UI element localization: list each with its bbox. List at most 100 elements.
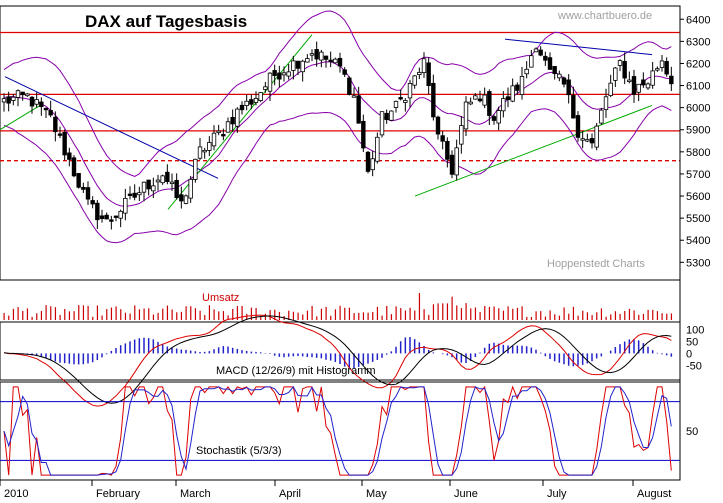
- candle-body: [216, 130, 221, 133]
- candle-body: [510, 85, 515, 102]
- candle-body: [29, 96, 35, 107]
- candle-body: [524, 68, 529, 75]
- volume-bar: [432, 304, 435, 320]
- candle-body: [393, 100, 399, 108]
- volume-bar: [465, 303, 467, 320]
- candle-body: [221, 134, 226, 137]
- candle-body: [361, 120, 366, 149]
- candle-body: [109, 219, 114, 222]
- candle-body: [445, 140, 450, 160]
- price-tick-label: 5800: [686, 147, 710, 159]
- volume-bar: [246, 313, 248, 320]
- candle-body: [291, 60, 296, 71]
- volume-bar: [652, 309, 654, 320]
- volume-bar: [507, 306, 509, 320]
- month-label: June: [454, 488, 478, 500]
- candle-body: [533, 48, 539, 53]
- candle-body: [342, 69, 347, 75]
- candle-body: [454, 147, 459, 176]
- volume-bar: [64, 308, 66, 320]
- volume-bar: [120, 309, 122, 320]
- candle-body: [669, 75, 674, 85]
- candle-body: [580, 138, 585, 141]
- candle-body: [48, 110, 53, 116]
- volume-bar: [36, 313, 38, 320]
- volume-bar: [656, 311, 659, 320]
- volume-bar: [26, 308, 29, 320]
- volume-bar: [152, 314, 155, 320]
- candle-body: [655, 68, 660, 71]
- candle-body: [76, 173, 81, 188]
- candle-body: [440, 135, 445, 142]
- candle-body: [146, 179, 151, 190]
- candle-body: [543, 55, 548, 61]
- candle-body: [34, 99, 39, 105]
- volume-bar: [460, 308, 463, 320]
- volume-bar: [213, 309, 215, 320]
- volume-bar: [148, 308, 150, 320]
- volume-bar: [479, 312, 481, 320]
- price-tick-label: 5600: [686, 191, 710, 203]
- price-tick-label: 6100: [686, 81, 710, 93]
- macd-tick-label: 50: [686, 336, 698, 348]
- axes: 5300 5400 5500 5600 5700 5800 5900 6000 6100 6200…: [0, 6, 710, 500]
- candle-body: [398, 97, 403, 100]
- volume-bar: [50, 306, 52, 320]
- candle-body: [337, 57, 343, 67]
- candle-body: [412, 75, 417, 86]
- candle-body: [561, 77, 567, 85]
- month-label: 2010: [4, 488, 28, 500]
- volume-bar: [633, 310, 635, 320]
- candle-body: [487, 91, 492, 116]
- volume-bar: [278, 311, 281, 320]
- candle-body: [575, 115, 581, 138]
- volume-bar: [12, 308, 15, 320]
- volume-bar: [418, 293, 421, 320]
- candle-body: [627, 79, 632, 82]
- volume-bar: [269, 310, 271, 320]
- macd-line: [3, 314, 672, 407]
- month-label: May: [366, 488, 387, 500]
- candle-body: [613, 67, 618, 81]
- candle-body: [375, 136, 380, 162]
- month-label: March: [180, 488, 211, 500]
- candle-body: [594, 125, 599, 148]
- volume-bar: [59, 314, 61, 320]
- volume-bar: [87, 305, 89, 320]
- volume-bar: [530, 316, 533, 320]
- price-tick-label: 6300: [686, 36, 710, 48]
- candle-body: [571, 95, 576, 119]
- volume-bar: [549, 310, 551, 320]
- volume-bar: [138, 309, 141, 320]
- volume-bar: [208, 305, 211, 320]
- volume-pane: [3, 293, 673, 320]
- volume-bar: [400, 308, 402, 320]
- candle-body: [188, 178, 193, 199]
- candle-body: [421, 58, 427, 74]
- stoch-label: Stochastik (5/3/3): [196, 445, 282, 457]
- downtrend-line: [4, 76, 219, 179]
- volume-bar: [171, 309, 173, 320]
- volume-bar: [362, 312, 365, 320]
- volume-bar: [264, 313, 267, 320]
- volume-bar: [288, 310, 290, 320]
- candle-body: [403, 100, 408, 103]
- candle-body: [6, 96, 11, 104]
- candle-body: [258, 92, 263, 101]
- candle-body: [281, 72, 287, 76]
- candle-body: [160, 175, 165, 184]
- candle-body: [585, 139, 590, 142]
- volume-bar: [96, 305, 99, 320]
- candle-body: [239, 104, 245, 111]
- volume-bar: [554, 314, 556, 320]
- candle-body: [608, 82, 613, 97]
- candle-body: [123, 197, 128, 214]
- candle-body: [323, 55, 329, 60]
- macd-tick-label: 100: [686, 324, 704, 336]
- candle-body: [197, 146, 203, 159]
- volume-bar: [180, 311, 183, 320]
- volume-bar: [381, 315, 383, 320]
- candle-body: [211, 132, 217, 147]
- candle-body: [449, 154, 455, 175]
- candle-body: [169, 181, 175, 184]
